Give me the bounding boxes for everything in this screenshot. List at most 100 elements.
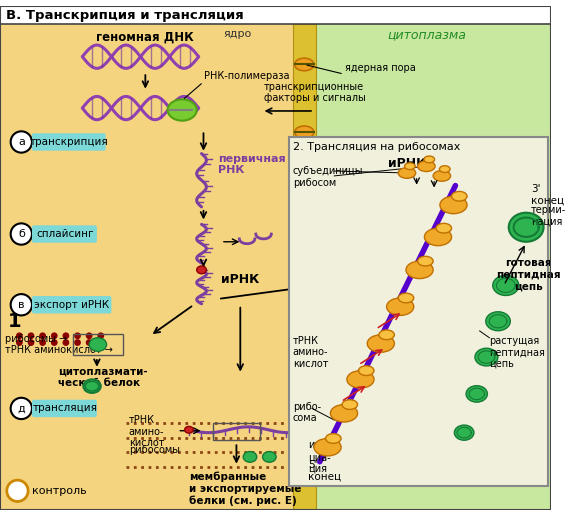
Circle shape <box>16 332 23 339</box>
Text: в: в <box>18 300 24 310</box>
Ellipse shape <box>509 213 543 242</box>
Text: готовая
пептидная
цепь: готовая пептидная цепь <box>496 258 560 291</box>
Circle shape <box>11 294 32 316</box>
Bar <box>73 334 123 355</box>
Text: 1: 1 <box>8 311 22 331</box>
Text: иРНК: иРНК <box>388 157 426 170</box>
Text: транскрипционные
факторы и сигналы: транскрипционные факторы и сигналы <box>263 82 365 103</box>
Text: распад
иРНК: распад иРНК <box>390 304 436 326</box>
Text: экспорт иРНК: экспорт иРНК <box>34 300 109 310</box>
Ellipse shape <box>398 293 414 303</box>
FancyBboxPatch shape <box>32 225 97 243</box>
Text: транскрипция: транскрипция <box>30 137 108 147</box>
Ellipse shape <box>424 156 435 163</box>
Ellipse shape <box>418 256 433 266</box>
FancyBboxPatch shape <box>288 137 549 486</box>
Text: контроль: контроль <box>32 486 86 496</box>
Ellipse shape <box>439 166 450 173</box>
Text: б: б <box>18 229 25 239</box>
Text: д: д <box>18 404 25 413</box>
Ellipse shape <box>325 434 341 444</box>
Polygon shape <box>310 6 551 510</box>
Ellipse shape <box>89 337 106 352</box>
Text: тРНК аминокислот →: тРНК аминокислот → <box>5 345 113 356</box>
Text: 2. Трансляция на рибосомах: 2. Трансляция на рибосомах <box>292 142 460 152</box>
Circle shape <box>28 332 34 339</box>
Text: рибо-
сома: рибо- сома <box>292 401 321 423</box>
Text: а: а <box>18 137 25 147</box>
Circle shape <box>86 339 93 346</box>
Ellipse shape <box>243 451 257 462</box>
Circle shape <box>63 332 69 339</box>
Ellipse shape <box>486 312 510 331</box>
Circle shape <box>86 332 93 339</box>
Ellipse shape <box>406 261 433 279</box>
Bar <box>292 24 316 510</box>
Ellipse shape <box>475 348 498 366</box>
FancyBboxPatch shape <box>32 296 112 314</box>
Ellipse shape <box>83 380 101 393</box>
Circle shape <box>39 332 46 339</box>
Text: субъединицы
рибосом: субъединицы рибосом <box>292 166 363 188</box>
Ellipse shape <box>405 163 415 170</box>
Circle shape <box>63 339 69 346</box>
Ellipse shape <box>386 298 414 316</box>
Ellipse shape <box>295 203 314 216</box>
Ellipse shape <box>379 330 394 340</box>
Text: рибосомы: рибосомы <box>129 445 180 456</box>
Ellipse shape <box>295 58 314 71</box>
Text: иРНК: иРНК <box>221 273 259 286</box>
Text: терми-
нация: терми- нация <box>531 205 566 227</box>
Ellipse shape <box>398 167 416 178</box>
Circle shape <box>74 339 81 346</box>
Ellipse shape <box>197 266 207 274</box>
Circle shape <box>39 339 46 346</box>
Ellipse shape <box>440 196 467 214</box>
Ellipse shape <box>262 451 276 462</box>
Text: тРНК
амино-
кислот: тРНК амино- кислот <box>292 336 328 369</box>
Ellipse shape <box>433 171 451 181</box>
Polygon shape <box>0 6 310 510</box>
Ellipse shape <box>436 224 452 233</box>
Text: цитоплазмати-
ческий белок: цитоплазмати- ческий белок <box>58 367 148 388</box>
Bar <box>0 6 551 24</box>
Ellipse shape <box>184 426 193 433</box>
Circle shape <box>51 332 57 339</box>
Text: цитоплазма: цитоплазма <box>387 29 466 42</box>
Text: ини-
циа-
ция: ини- циа- ция <box>308 440 331 474</box>
Circle shape <box>16 339 23 346</box>
Ellipse shape <box>314 438 341 456</box>
Ellipse shape <box>466 386 488 402</box>
Text: В. Транскрипция и трансляция: В. Транскрипция и трансляция <box>6 8 244 21</box>
Circle shape <box>28 339 34 346</box>
Ellipse shape <box>454 425 474 440</box>
Circle shape <box>11 132 32 153</box>
Ellipse shape <box>493 275 519 295</box>
Ellipse shape <box>295 126 314 139</box>
Text: сплайсинг: сплайсинг <box>36 229 94 239</box>
Circle shape <box>74 332 81 339</box>
Circle shape <box>51 339 57 346</box>
Text: трансляция: трансляция <box>32 404 97 413</box>
Ellipse shape <box>367 335 394 352</box>
Circle shape <box>11 224 32 245</box>
FancyBboxPatch shape <box>32 133 106 151</box>
Ellipse shape <box>331 405 357 422</box>
Circle shape <box>7 480 28 501</box>
Ellipse shape <box>295 358 314 371</box>
Text: ядро: ядро <box>223 29 251 38</box>
Circle shape <box>365 299 386 320</box>
Ellipse shape <box>424 228 452 245</box>
Bar <box>213 423 259 440</box>
Circle shape <box>11 398 32 419</box>
Ellipse shape <box>342 400 357 409</box>
Text: 3'
конец: 3' конец <box>531 184 564 205</box>
Text: рибосомы →: рибосомы → <box>5 334 67 344</box>
Ellipse shape <box>168 99 197 121</box>
FancyBboxPatch shape <box>32 400 97 417</box>
Circle shape <box>97 332 104 339</box>
Circle shape <box>97 339 104 346</box>
Text: мембранные
и экспортируемые
белки (см. рис. Е): мембранные и экспортируемые белки (см. р… <box>189 472 302 506</box>
Text: 5'
конец: 5' конец <box>308 460 341 482</box>
Text: РНК-полимераза: РНК-полимераза <box>204 71 290 81</box>
